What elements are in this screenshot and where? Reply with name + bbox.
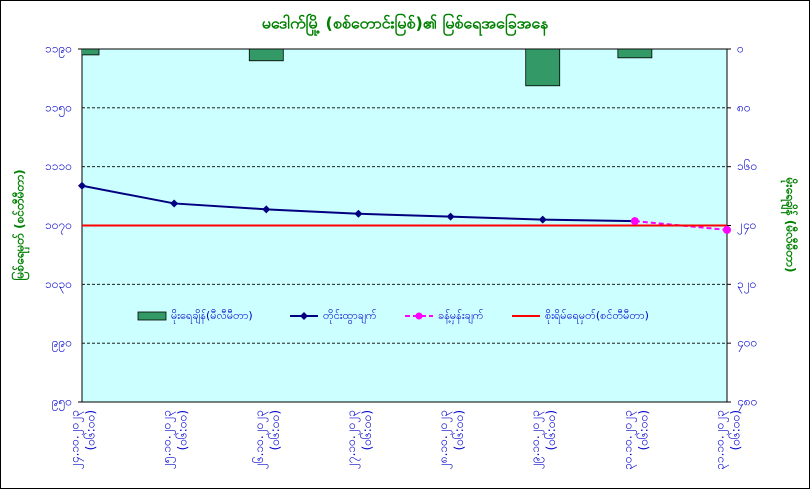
legend-label: ခန့်မှန်းချက် xyxy=(438,309,484,324)
x-tick-label: (၀၆:၀၀) xyxy=(359,410,374,450)
y-tick-label: ၉၉၀ xyxy=(52,336,72,353)
y-tick-label: ၁၀၇၀ xyxy=(45,218,72,235)
point xyxy=(446,212,455,221)
x-tick-label: (၀၆:၀၀) xyxy=(267,410,282,450)
y2-tick-label: ၂၄၀ xyxy=(737,218,756,235)
y2-tick-label: ၁၆၀ xyxy=(737,158,757,173)
x-tick-label: (၀၆:၀၀) xyxy=(635,410,650,450)
legend-marker xyxy=(415,312,423,320)
x-tick-label: ၂၇.၁၀.၂၀၂၃ xyxy=(344,410,361,469)
y-tick-label: ၁၀၃၀ xyxy=(45,277,72,294)
point xyxy=(538,215,547,224)
rain-bar xyxy=(525,49,561,87)
x-tick-label: ၂၅.၁၀.၂၀၂၃ xyxy=(160,410,177,469)
y2-axis-label: မိုးရေချိန် (မီလီမီတာ) xyxy=(780,177,800,273)
legend-label: မိုးရေချိန်(မီလီမီတာ) xyxy=(171,309,253,324)
x-tick-label: ၂၆.၁၀.၂၀၂၃ xyxy=(251,410,269,469)
y2-tick-label: ၈၀ xyxy=(737,100,751,114)
x-tick-label: (၀၆:၀၀) xyxy=(175,410,190,450)
x-tick-label: ၂၄.၁၀.၂၀၂၃ xyxy=(68,410,85,469)
legend-marker xyxy=(300,312,308,320)
x-tick-label: ၂၈.၁၀.၂၀၂၃ xyxy=(436,410,453,469)
x-tick-label: (၀၆:၀၀) xyxy=(451,410,466,450)
y-tick-label: ၁၁၅၀ xyxy=(45,100,72,117)
y2-tick-label: ၀ xyxy=(737,42,744,56)
rain-bar xyxy=(82,49,100,56)
x-tick-label: (၀၆:၀၀) xyxy=(83,410,98,450)
legend-label: တိုင်းထွာချက် xyxy=(323,309,377,324)
y2-tick-label: ၃၂၀ xyxy=(737,277,756,294)
point xyxy=(723,225,731,234)
legend-label: စိုးရိမ်ရေမှတ်(စင်တီမီတာ) xyxy=(545,309,649,324)
y2-tick-label: ၄၈၀ xyxy=(737,395,757,412)
point xyxy=(354,209,363,218)
y-axis-label: မြစ်ရေမှတ် (စင်တီမီတာ) xyxy=(10,169,31,280)
point xyxy=(630,217,639,226)
point xyxy=(262,205,271,214)
y-tick-label: ၉၅၀ xyxy=(52,395,72,412)
rain-bar xyxy=(617,49,653,59)
point xyxy=(78,181,86,190)
x-tick-label: ၃၀.၁၀.၂၀၂၃ xyxy=(620,410,637,470)
x-tick-label: (၀၆:၀၀) xyxy=(543,410,558,450)
x-tick-label: ၂၉.၁၀.၂၀၂၃ xyxy=(528,410,545,469)
point xyxy=(170,199,179,208)
x-tick-label: (၀၆:၀၀) xyxy=(728,410,743,450)
y-tick-label: ၁၁၁၀ xyxy=(45,159,72,173)
x-tick-label: ၃၁.၁၀.၂၀၂၃ xyxy=(713,410,730,470)
y-tick-label: ၁၁၉၀ xyxy=(45,42,72,59)
legend-swatch xyxy=(137,311,167,321)
rain-bar xyxy=(248,49,284,62)
y2-tick-label: ၄၀၀ xyxy=(737,336,757,353)
